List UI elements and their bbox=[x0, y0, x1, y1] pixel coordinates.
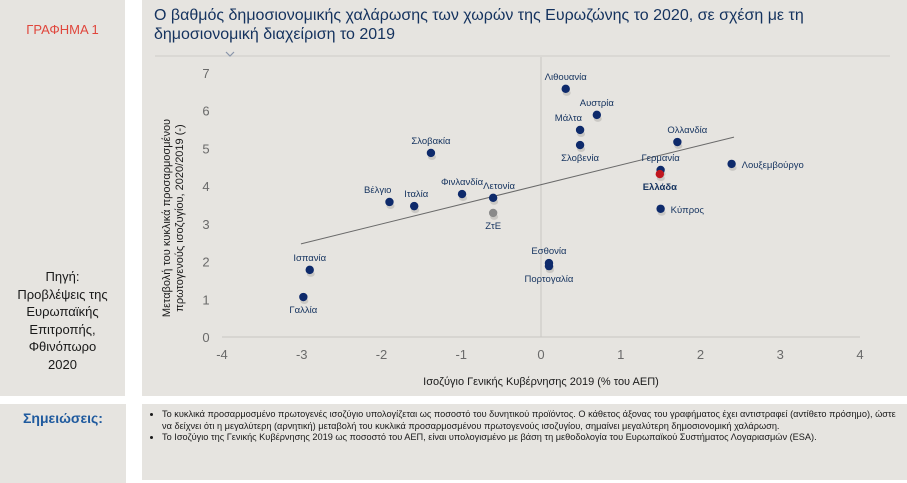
source-line: Φθινόπωρο bbox=[28, 339, 97, 354]
y-tick-label: 5 bbox=[202, 141, 209, 156]
data-point bbox=[673, 137, 682, 147]
y-tick-label: 6 bbox=[202, 104, 209, 119]
point-label: Αυστρία bbox=[580, 98, 615, 109]
scatter-chart: -4 -3 -2 -1 0 1 2 3 4 0 1 2 3 4 5 6 7 Λιθουανία Αυστρία Μά… bbox=[155, 51, 890, 388]
x-tick-label: 0 bbox=[537, 347, 544, 362]
x-tick-label: -4 bbox=[216, 347, 228, 362]
source-text: Πηγή: Προβλέψεις της Ευρωπαϊκής Επιτροπή… bbox=[0, 268, 125, 373]
point-label: Κύπρος bbox=[671, 205, 705, 216]
left-info-panel bbox=[0, 0, 125, 396]
y-tick-label: 3 bbox=[202, 217, 209, 232]
x-tick-label: -3 bbox=[296, 347, 308, 362]
y-tick-label: 1 bbox=[202, 292, 209, 307]
source-line: 2020 bbox=[48, 356, 77, 372]
y-tick-label: 0 bbox=[202, 330, 209, 345]
source-line: Προβλέψεις της bbox=[17, 286, 108, 302]
point-label: Λουξεμβούργο bbox=[742, 160, 804, 171]
x-tick-label: -2 bbox=[376, 347, 388, 362]
point-label: ΖτΕ bbox=[485, 221, 501, 232]
y-axis-title-line: πρωτογενούς ισοζυγίου, 2020/2019 (-) bbox=[174, 124, 186, 311]
notes-label-panel bbox=[0, 404, 126, 483]
y-tick-label: 4 bbox=[202, 179, 209, 194]
point-label: Εσθονία bbox=[531, 246, 567, 257]
data-point bbox=[655, 169, 665, 179]
point-label: Μάλτα bbox=[555, 113, 583, 124]
x-axis-title: Ισοζύγιο Γενικής Κυβέρνησης 2019 (% του … bbox=[423, 376, 659, 388]
point-label: Ιταλία bbox=[404, 189, 429, 200]
data-point bbox=[426, 148, 436, 158]
notes-list: Το κυκλικά προσαρμοσμένο πρωτογενές ισοζ… bbox=[150, 409, 907, 444]
point-label: Πορτογαλία bbox=[525, 274, 574, 285]
data-point bbox=[488, 208, 498, 218]
y-tick-label: 7 bbox=[202, 66, 209, 81]
data-point bbox=[457, 189, 467, 199]
data-point bbox=[544, 261, 554, 271]
data-point bbox=[488, 193, 498, 203]
data-point bbox=[561, 84, 570, 94]
point-label: Σλοβενία bbox=[561, 153, 599, 164]
data-point bbox=[305, 265, 314, 275]
chart-title: Ο βαθμός δημοσιονομικής χαλάρωσης των χω… bbox=[154, 7, 804, 43]
x-tick-label: 3 bbox=[777, 347, 784, 362]
x-tick-label: 1 bbox=[617, 347, 624, 362]
data-point bbox=[727, 159, 736, 169]
note-item: Το κυκλικά προσαρμοσμένο πρωτογενές ισοζ… bbox=[162, 409, 907, 432]
data-point bbox=[575, 125, 585, 135]
source-line: Πηγή: bbox=[45, 269, 80, 284]
point-label: Σλοβακία bbox=[411, 136, 451, 147]
y-tick-label: 2 bbox=[202, 255, 209, 270]
point-label: Ελλάδα bbox=[643, 182, 677, 193]
point-label: Φινλανδία bbox=[441, 177, 484, 188]
data-point bbox=[409, 201, 419, 211]
data-point bbox=[656, 204, 665, 213]
source-line: Επιτροπής, bbox=[29, 321, 96, 337]
point-label: Ισπανία bbox=[293, 253, 326, 264]
data-point bbox=[385, 197, 394, 207]
point-label: Βέλγιο bbox=[364, 185, 391, 196]
x-tick-label: -1 bbox=[455, 347, 467, 362]
notes-panel bbox=[142, 404, 907, 480]
x-tick-label: 2 bbox=[697, 347, 704, 362]
point-label: Λετονία bbox=[483, 181, 515, 192]
notes-label: Σημειώσεις: bbox=[23, 410, 103, 426]
chart-panel bbox=[142, 0, 907, 396]
figure-label: ΓΡΑΦΗΜΑ 1 bbox=[26, 22, 99, 37]
source-line: Ευρωπαϊκής bbox=[26, 304, 99, 319]
point-label: Γαλλία bbox=[289, 305, 317, 316]
chevron-down-icon bbox=[225, 51, 235, 57]
note-item: Το Ισοζύγιο της Γενικής Κυβέρνησης 2019 … bbox=[162, 432, 907, 444]
data-point bbox=[575, 140, 585, 150]
point-label: Ολλανδία bbox=[667, 125, 707, 136]
data-point bbox=[299, 292, 308, 302]
data-point bbox=[592, 110, 602, 120]
point-label: Γερμανία bbox=[642, 153, 681, 164]
x-tick-label: 4 bbox=[856, 347, 863, 362]
y-axis-title-line: Μεταβολή του κυκλικά προσαρμοσμένου bbox=[161, 119, 173, 317]
point-label: Λιθουανία bbox=[545, 72, 588, 83]
trend-line bbox=[300, 136, 735, 245]
